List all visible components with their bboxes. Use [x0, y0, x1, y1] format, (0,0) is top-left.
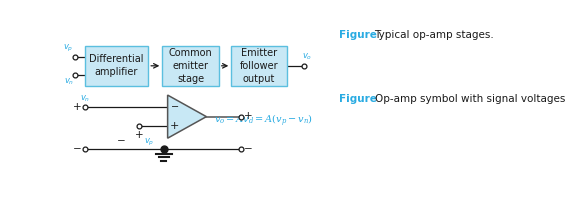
- Text: Op-amp symbol with signal voltages.: Op-amp symbol with signal voltages.: [375, 94, 566, 104]
- Text: Emitter
follower
output: Emitter follower output: [240, 48, 278, 84]
- FancyBboxPatch shape: [85, 46, 148, 86]
- Text: Common
emitter
stage: Common emitter stage: [169, 48, 212, 84]
- Text: −: −: [117, 136, 126, 146]
- Text: −: −: [170, 102, 179, 112]
- Text: $v_p$: $v_p$: [63, 42, 74, 54]
- Text: Differential
amplifier: Differential amplifier: [89, 54, 144, 77]
- Text: $v_o = Av_d = A(v_p - v_n)$: $v_o = Av_d = A(v_p - v_n)$: [214, 113, 313, 129]
- Polygon shape: [168, 95, 207, 138]
- FancyBboxPatch shape: [162, 46, 219, 86]
- Text: +: +: [170, 121, 179, 131]
- Text: Figure: Figure: [339, 30, 377, 40]
- Text: $v_o$: $v_o$: [302, 52, 312, 62]
- Text: $v_p$: $v_p$: [144, 137, 155, 148]
- Text: Typical op-amp stages.: Typical op-amp stages.: [375, 30, 494, 40]
- Text: $v_n$: $v_n$: [80, 93, 91, 104]
- Text: −: −: [243, 144, 252, 154]
- Text: +: +: [135, 130, 144, 140]
- Text: +: +: [243, 111, 252, 121]
- FancyBboxPatch shape: [231, 46, 287, 86]
- Text: +: +: [72, 102, 82, 112]
- Text: $v_n$: $v_n$: [63, 77, 74, 87]
- Text: Figure: Figure: [339, 94, 377, 104]
- Text: −: −: [72, 144, 82, 154]
